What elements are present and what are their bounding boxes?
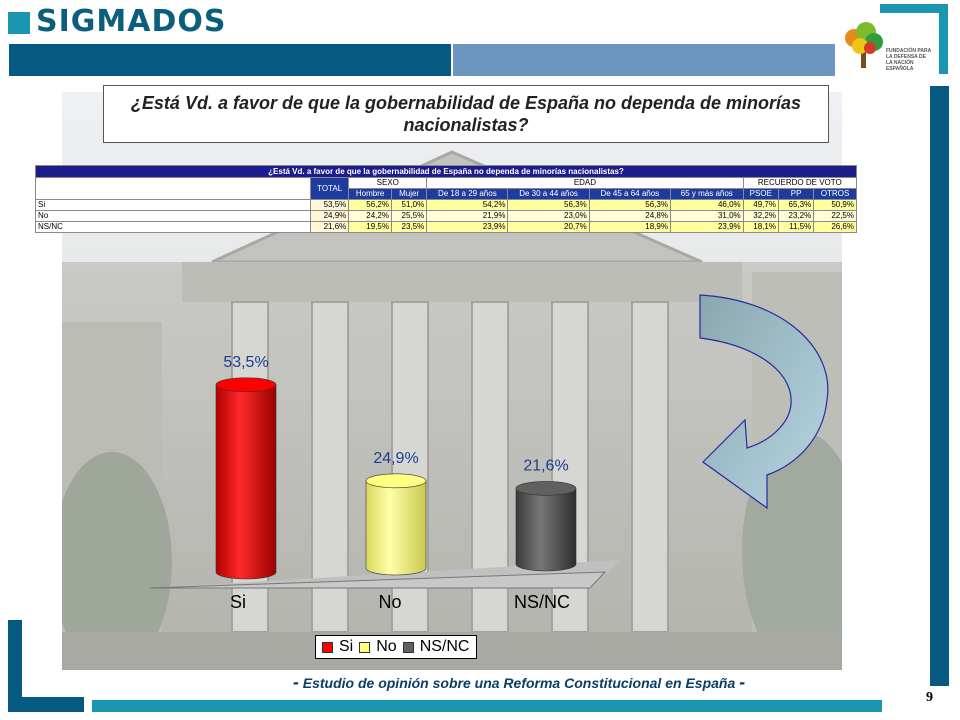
table-cell: 18,9% [588, 221, 671, 233]
table-cell: 24,2% [348, 210, 392, 222]
table-corner [35, 177, 311, 200]
logo-square [8, 12, 30, 34]
total-cell: 24,9% [309, 210, 350, 222]
table-cell: 23,5% [390, 221, 428, 233]
table-cell: 31,0% [669, 210, 744, 222]
total-cell: 21,6% [309, 221, 350, 233]
chart-legend: Si No NS/NC [315, 635, 477, 659]
table-cell: 25,5% [390, 210, 428, 222]
table-cell: 56,3% [507, 199, 590, 211]
frame-right-bar [930, 86, 949, 686]
question-box: ¿Está Vd. a favor de que la gobernabilid… [103, 85, 829, 143]
table-cell: 24,8% [588, 210, 671, 222]
tree-logo-icon [845, 22, 883, 68]
header-bar-dark [9, 44, 451, 76]
legend-swatch-si [322, 641, 333, 653]
header-bar-light [453, 44, 835, 76]
column-header: Hombre [348, 188, 392, 200]
table-title: ¿Está Vd. a favor de que la gobernabilid… [35, 165, 857, 178]
footer-caption: - Estudio de opinión sobre una Reforma C… [254, 672, 784, 693]
table-cell: 26,6% [813, 221, 857, 233]
group-header: RECUERDO DE VOTO [742, 177, 858, 189]
column-header: De 45 a 64 años [588, 188, 671, 200]
chart-floor [149, 571, 607, 589]
results-table: ¿Está Vd. a favor de que la gobernabilid… [35, 165, 858, 233]
x-tick-label: Si [230, 592, 246, 612]
column-header: PP [777, 188, 815, 200]
table-cell: 32,2% [742, 210, 779, 222]
table-cell: 23,0% [507, 210, 590, 222]
total-header: TOTAL [309, 177, 350, 200]
table-cell: 65,3% [777, 199, 815, 211]
legend-label: Si [339, 638, 354, 655]
group-header: SEXO [348, 177, 428, 189]
frame-corner-top [880, 4, 948, 13]
table-cell: 11,5% [777, 221, 815, 233]
column-header: OTROS [813, 188, 857, 200]
table-cell: 23,9% [669, 221, 744, 233]
table-cell: 56,3% [588, 199, 671, 211]
table-row: NS/NC 21,6% 19,5% 23,5% 23,9% 20,7% 18,9… [35, 221, 857, 233]
table-row: No 24,9% 24,2% 25,5% 21,9% 23,0% 24,8% 3… [35, 210, 857, 222]
table-cell: 23,2% [777, 210, 815, 222]
row-label: Si [35, 199, 311, 211]
table-cell: 46,0% [669, 199, 744, 211]
x-tick-label: No [378, 592, 401, 612]
curved-arrow-icon [699, 294, 829, 510]
frame-corner-side [939, 4, 948, 74]
chart-bar-no [365, 473, 427, 576]
footer-dash: - [292, 672, 299, 692]
table-cell: 54,2% [426, 199, 509, 211]
data-label: 53,5% [223, 354, 268, 371]
row-label: NS/NC [35, 221, 311, 233]
chart-bar-si [215, 377, 277, 580]
sigmados-logo: SIGMADOS [36, 4, 227, 39]
bar-chart: 53,5% 24,9% 21,6% Si No NS/NC [149, 354, 620, 612]
table-cell: 19,5% [348, 221, 392, 233]
data-label: 21,6% [523, 457, 568, 474]
legend-swatch-no [359, 641, 371, 653]
legend-label: No [376, 638, 397, 655]
table-cell: 22,5% [813, 210, 857, 222]
chart-bar-nsnc [515, 481, 577, 572]
table-cell: 23,9% [426, 221, 509, 233]
table-row: Si 53,5% 56,2% 51,0% 54,2% 56,3% 56,3% 4… [35, 199, 857, 211]
column-header: De 18 a 29 años [426, 188, 509, 200]
x-tick-label: NS/NC [514, 592, 570, 612]
frame-bottom-left-horizontal [8, 697, 84, 712]
table-cell: 50,9% [813, 199, 857, 211]
table-cell: 56,2% [348, 199, 392, 211]
data-label: 24,9% [373, 450, 418, 467]
table-cell: 51,0% [390, 199, 428, 211]
row-label: No [35, 210, 311, 222]
footer-text: Estudio de opinión sobre una Reforma Con… [302, 675, 736, 691]
legend-label: NS/NC [419, 638, 470, 655]
total-cell: 53,5% [309, 199, 350, 211]
frame-bottom-left-vertical [8, 620, 22, 712]
page-number: 9 [926, 690, 933, 705]
table-cell: 18,1% [742, 221, 779, 233]
column-header: 65 y más años [669, 188, 744, 200]
group-header: EDAD [426, 177, 744, 189]
table-cell: 49,7% [742, 199, 779, 211]
footer-dash: - [739, 672, 746, 692]
legend-swatch-nsnc [402, 641, 414, 653]
frame-bottom-bar [92, 700, 882, 712]
column-header: Mujer [390, 188, 428, 200]
table-cell: 20,7% [507, 221, 590, 233]
table-cell: 21,9% [426, 210, 509, 222]
column-header: De 30 a 44 años [507, 188, 590, 200]
foundation-logo-text: FUNDACIÓN PARA LA DEFENSA DE LA NACIÓN E… [886, 48, 931, 72]
column-header: PSOE [742, 188, 779, 200]
